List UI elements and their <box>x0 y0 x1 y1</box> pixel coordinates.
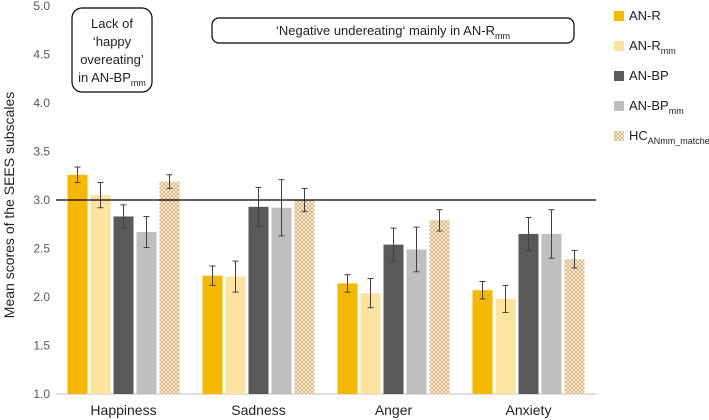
legend-label: AN-BPmm <box>629 98 684 116</box>
annotation-line: in AN-BPmm <box>78 70 146 88</box>
bar-an-bp-sadness <box>248 206 269 394</box>
bar-an-r-happiness <box>67 174 88 394</box>
legend-item: HCANmm_matched <box>614 128 709 146</box>
legend-swatch <box>614 71 624 81</box>
text-main: AN-BP <box>629 98 669 113</box>
text-subscript: mm <box>669 106 684 116</box>
category-labels: Happiness Sadness Anger Anxiety <box>90 402 551 418</box>
text-main: ‘Negative undereating‘ mainly in AN-R <box>276 23 495 38</box>
annotation-line: ‘Negative undereating‘ mainly in AN-Rmm <box>276 23 510 41</box>
text-main: AN-R <box>629 8 661 23</box>
bar-an-bp-mm-anxiety <box>541 233 562 394</box>
bar-an-r-anger <box>337 283 358 394</box>
bar-an-bp-anger <box>383 244 404 394</box>
legend-label: AN-Rmm <box>629 38 676 56</box>
legend-item: AN-R <box>614 8 661 23</box>
bar-an-r-anxiety <box>472 290 493 394</box>
text-main: in AN-BP <box>78 70 131 85</box>
text-subscript: mm <box>495 31 510 41</box>
category-label: Happiness <box>90 402 156 418</box>
y-axis-title: Mean scores of the SEES subscales <box>1 92 17 318</box>
y-tick-label: 3.5 <box>33 145 50 159</box>
text-subscript: mm <box>131 78 146 88</box>
text-subscript: ANmm_matched <box>648 136 709 146</box>
bars <box>67 174 585 394</box>
legend-item: AN-BP <box>614 68 669 83</box>
bar-an-bp-mm-happiness <box>136 232 157 394</box>
legend-item: AN-Rmm <box>614 38 676 56</box>
bar-an-bp-anxiety <box>518 233 539 394</box>
category-label: Anger <box>375 402 413 418</box>
annotation-box <box>71 7 153 93</box>
category-label: Sadness <box>231 402 285 418</box>
text-subscript: mm <box>661 46 676 56</box>
bar-an-r-mm-anger <box>360 293 381 394</box>
legend-item: AN-BPmm <box>614 98 684 116</box>
error-bars <box>74 166 578 314</box>
y-tick-label: 4.5 <box>33 48 50 62</box>
y-tick-label: 4.0 <box>33 96 50 110</box>
bar-an-r-sadness <box>202 275 223 394</box>
y-tick-label: 5.0 <box>33 0 50 13</box>
bar-an-r-mm-anxiety <box>495 298 516 394</box>
legend-label: HCANmm_matched <box>629 128 709 146</box>
legend-swatch <box>614 101 624 111</box>
annotation-negative-undereating: ‘Negative undereating‘ mainly in AN-Rmm <box>211 17 575 44</box>
annotation-box <box>211 17 575 44</box>
bar-hc-anmm-matched-anger <box>429 220 450 394</box>
bar-an-bp-mm-sadness <box>271 207 292 394</box>
y-tick-label: 1.5 <box>33 339 50 353</box>
annotation-line: Lack of <box>91 16 133 31</box>
y-tick-label: 2.0 <box>33 290 50 304</box>
text-main: ‘happy <box>93 34 132 49</box>
bar-an-bp-happiness <box>113 216 134 394</box>
bar-hc-anmm-matched-happiness <box>159 181 180 394</box>
text-main: overeating’ <box>80 52 144 67</box>
bar-an-r-mm-sadness <box>225 276 246 394</box>
y-axis: 1.0 1.5 2.0 2.5 3.0 3.5 4.0 4.5 5.0 <box>33 0 596 401</box>
bar-hc-anmm-matched-anxiety <box>564 259 585 394</box>
y-tick-label: 1.0 <box>33 387 50 401</box>
text-main: AN-R <box>629 38 661 53</box>
legend-label: AN-R <box>629 8 661 23</box>
legend-swatch <box>614 11 624 21</box>
category-label: Anxiety <box>506 402 552 418</box>
legend-label: AN-BP <box>629 68 669 83</box>
text-main: Lack of <box>91 16 133 31</box>
annotation-line: ‘happy <box>93 34 132 49</box>
bar-an-bp-mm-anger <box>406 249 427 394</box>
y-tick-label: 3.0 <box>33 193 50 207</box>
legend-swatch <box>614 131 624 141</box>
y-tick-label: 2.5 <box>33 242 50 256</box>
annotation-line: overeating’ <box>80 52 144 67</box>
legend-swatch <box>614 41 624 51</box>
bar-hc-anmm-matched-sadness <box>294 200 315 394</box>
text-main: AN-BP <box>629 68 669 83</box>
text-main: HC <box>629 128 648 143</box>
annotation-lack-happy-overeating: Lack of ‘happy overeating’ in AN-BPmm <box>71 7 153 93</box>
bar-an-r-mm-happiness <box>90 195 111 394</box>
